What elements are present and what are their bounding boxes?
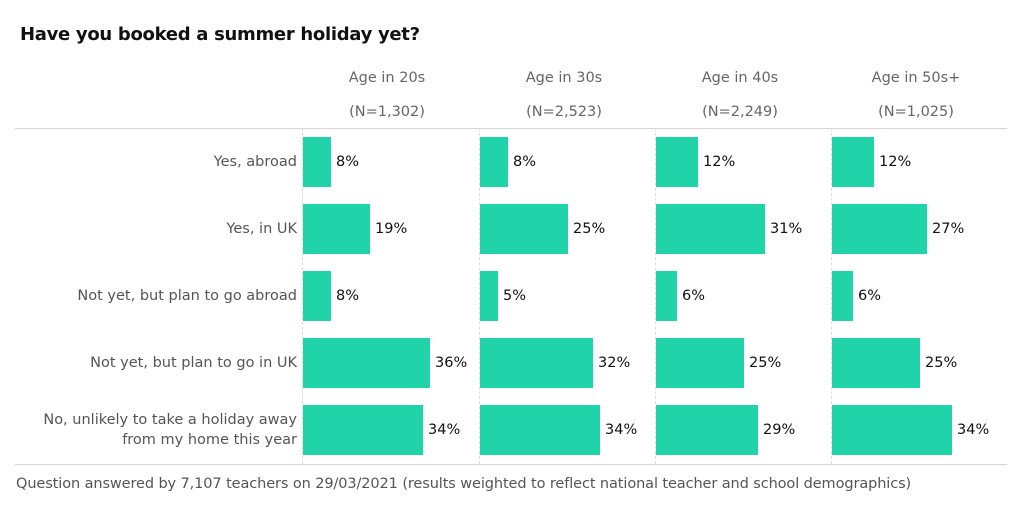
- category-label: Not yet, but plan to go in UK: [7, 353, 297, 373]
- data-label: 8%: [336, 154, 360, 170]
- footnote: Question answered by 7,107 teachers on 2…: [16, 476, 912, 492]
- data-label: 25%: [925, 355, 958, 371]
- data-label: 29%: [763, 422, 796, 438]
- data-label: 12%: [879, 154, 912, 170]
- panel-baseline: [302, 128, 303, 464]
- category-label-line: Yes, in UK: [226, 221, 297, 237]
- bar: [832, 137, 874, 187]
- category-label-line: Not yet, but plan to go abroad: [77, 288, 297, 304]
- bar: [832, 405, 952, 455]
- column-header-n: (N=2,523): [526, 104, 602, 120]
- data-label: 34%: [957, 422, 990, 438]
- data-label: 8%: [336, 288, 360, 304]
- bar: [480, 271, 498, 321]
- data-label: 36%: [435, 355, 468, 371]
- data-label: 5%: [503, 288, 527, 304]
- bar: [303, 405, 423, 455]
- column-header-n: (N=1,302): [349, 104, 425, 120]
- bar: [303, 271, 331, 321]
- data-label: 8%: [513, 154, 537, 170]
- panel-baseline: [479, 128, 480, 464]
- column-header-age: Age in 20s: [348, 70, 426, 86]
- column-header-n: (N=2,249): [702, 104, 778, 120]
- category-label-line: Not yet, but plan to go in UK: [90, 355, 297, 371]
- column-header-n: (N=1,025): [878, 104, 954, 120]
- bar: [656, 405, 758, 455]
- bar: [480, 405, 600, 455]
- bar: [832, 338, 920, 388]
- bottom-divider: [15, 464, 1007, 465]
- category-label-line: Yes, abroad: [213, 154, 297, 170]
- data-label: 6%: [682, 288, 706, 304]
- panel-baseline: [831, 128, 832, 464]
- data-label: 34%: [428, 422, 461, 438]
- category-label-line: from my home this year: [122, 432, 297, 448]
- data-label: 12%: [703, 154, 736, 170]
- category-label-line: No, unlikely to take a holiday away: [43, 412, 297, 428]
- chart-title: Have you booked a summer holiday yet?: [20, 24, 420, 45]
- bar: [303, 204, 370, 254]
- category-label: No, unlikely to take a holiday away from …: [7, 410, 297, 450]
- bar: [303, 137, 331, 187]
- bar: [832, 271, 853, 321]
- bar: [480, 204, 568, 254]
- data-label: 34%: [605, 422, 638, 438]
- category-label: Not yet, but plan to go abroad: [7, 286, 297, 306]
- column-header-age: Age in 30s: [525, 70, 603, 86]
- bar: [480, 338, 593, 388]
- bar: [656, 338, 744, 388]
- data-label: 25%: [749, 355, 782, 371]
- category-label: Yes, in UK: [7, 219, 297, 239]
- column-header-age: Age in 40s: [701, 70, 779, 86]
- bar: [480, 137, 508, 187]
- bar: [832, 204, 927, 254]
- data-label: 31%: [770, 221, 803, 237]
- data-label: 6%: [858, 288, 882, 304]
- column-header-age: Age in 50s+: [871, 70, 961, 86]
- bar: [656, 204, 765, 254]
- data-label: 19%: [375, 221, 408, 237]
- data-label: 27%: [932, 221, 965, 237]
- data-label: 32%: [598, 355, 631, 371]
- bar: [656, 137, 698, 187]
- category-label: Yes, abroad: [7, 152, 297, 172]
- data-label: 25%: [573, 221, 606, 237]
- bar: [303, 338, 430, 388]
- header-divider: [15, 128, 1007, 129]
- bar: [656, 271, 677, 321]
- panel-baseline: [655, 128, 656, 464]
